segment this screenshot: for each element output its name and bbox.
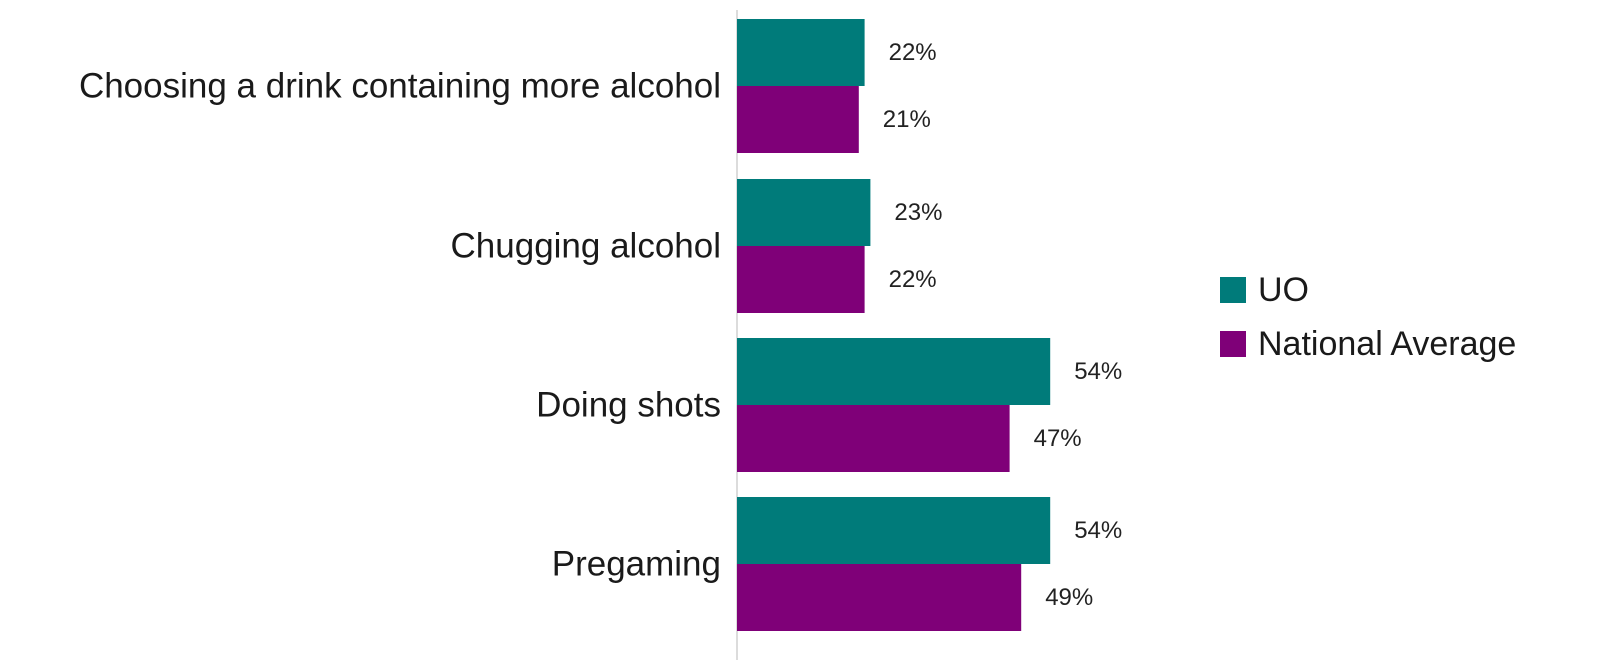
legend: UO National Average: [1220, 270, 1516, 378]
bar-national-average-pregaming: [737, 564, 1022, 631]
value-label-uo-pregaming: 54%: [1074, 517, 1122, 544]
value-label-national-average-chugging-alcohol: 22%: [889, 266, 937, 293]
legend-swatch-uo: [1220, 277, 1246, 303]
legend-item-national-average: National Average: [1220, 324, 1516, 364]
value-label-uo-chugging-alcohol: 23%: [894, 199, 942, 226]
value-label-national-average-pregaming: 49%: [1045, 584, 1093, 611]
bar-national-average-doing-shots: [737, 405, 1010, 472]
bar-national-average-choosing-a-drink-containing-more-alcohol: [737, 86, 859, 153]
legend-label-national-average: National Average: [1258, 324, 1517, 363]
value-label-national-average-doing-shots: 47%: [1034, 425, 1082, 452]
category-label-doing-shots: Doing shots: [536, 386, 721, 425]
bars-group: Choosing a drink containing more alcohol…: [79, 19, 1122, 631]
legend-label-uo: UO: [1258, 270, 1309, 309]
category-label-pregaming: Pregaming: [552, 545, 721, 584]
legend-swatch-national-average: [1220, 331, 1246, 357]
legend-item-uo: UO: [1220, 270, 1516, 310]
category-label-choosing-a-drink-containing-more-alcohol: Choosing a drink containing more alcohol: [79, 67, 721, 106]
bar-uo-choosing-a-drink-containing-more-alcohol: [737, 19, 865, 86]
value-label-uo-doing-shots: 54%: [1074, 358, 1122, 385]
bar-national-average-chugging-alcohol: [737, 246, 865, 313]
value-label-uo-choosing-a-drink-containing-more-alcohol: 22%: [889, 39, 937, 66]
category-label-chugging-alcohol: Chugging alcohol: [451, 227, 721, 266]
bar-uo-pregaming: [737, 497, 1051, 564]
value-label-national-average-choosing-a-drink-containing-more-alcohol: 21%: [883, 106, 931, 133]
bar-uo-chugging-alcohol: [737, 179, 871, 246]
bar-uo-doing-shots: [737, 338, 1051, 405]
